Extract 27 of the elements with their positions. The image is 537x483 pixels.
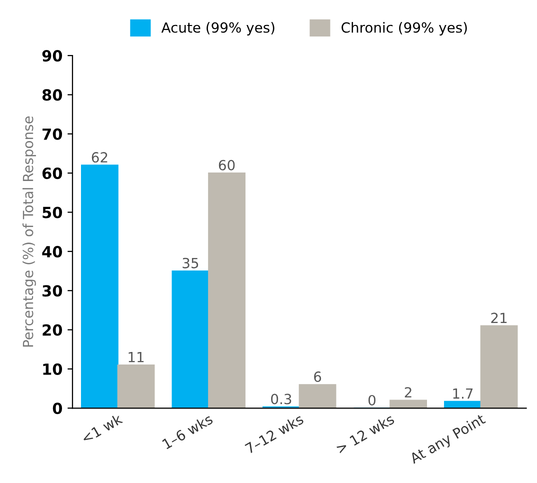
y-tick-label: 0	[52, 402, 62, 414]
x-tick-label: <1 wk	[80, 413, 124, 444]
legend-label: Chronic (99% yes)	[342, 22, 467, 36]
y-tick-label: 90	[42, 50, 62, 62]
data-label: 35	[182, 258, 198, 268]
x-tick-label: 7–12 wks	[244, 413, 304, 454]
data-label: 6	[314, 371, 322, 382]
y-tick-label: 60	[42, 168, 62, 180]
data-label: 21	[491, 312, 507, 323]
data-label: 1.7	[453, 388, 473, 399]
legend-label: Acute (99% yes)	[161, 22, 274, 36]
data-label: 62	[92, 152, 108, 163]
data-label: 11	[128, 352, 144, 362]
x-tick-label: > 12 wks	[335, 413, 395, 454]
y-tick-label: 30	[42, 285, 62, 297]
y-tick-label: 50	[42, 206, 62, 218]
y-tick-label: 70	[42, 128, 62, 140]
y-tick-label: 40	[42, 246, 62, 258]
y-tick-label: 20	[42, 324, 62, 336]
data-label: 0	[368, 394, 376, 406]
y-tick-label: 10	[43, 363, 62, 375]
data-label: 60	[218, 160, 235, 170]
y-axis-title: Percentage (%) of Total Response	[22, 116, 36, 347]
y-tick-label: 80	[42, 89, 62, 101]
data-label: 0.3	[271, 394, 292, 404]
x-tick-label: 1–6 wks	[162, 413, 214, 450]
data-label: 2	[404, 387, 412, 398]
